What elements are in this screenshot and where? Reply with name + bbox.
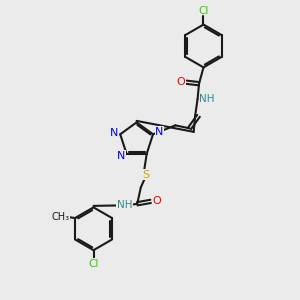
Text: S: S	[142, 170, 149, 180]
Text: NH: NH	[199, 94, 215, 104]
Text: N: N	[117, 151, 125, 161]
Text: O: O	[177, 77, 186, 87]
Text: NH: NH	[117, 200, 133, 210]
Text: CH₃: CH₃	[51, 212, 69, 222]
Text: Cl: Cl	[198, 6, 209, 16]
Text: O: O	[152, 196, 161, 206]
Text: N: N	[155, 127, 164, 137]
Text: N: N	[110, 128, 118, 138]
Text: Cl: Cl	[88, 259, 99, 269]
